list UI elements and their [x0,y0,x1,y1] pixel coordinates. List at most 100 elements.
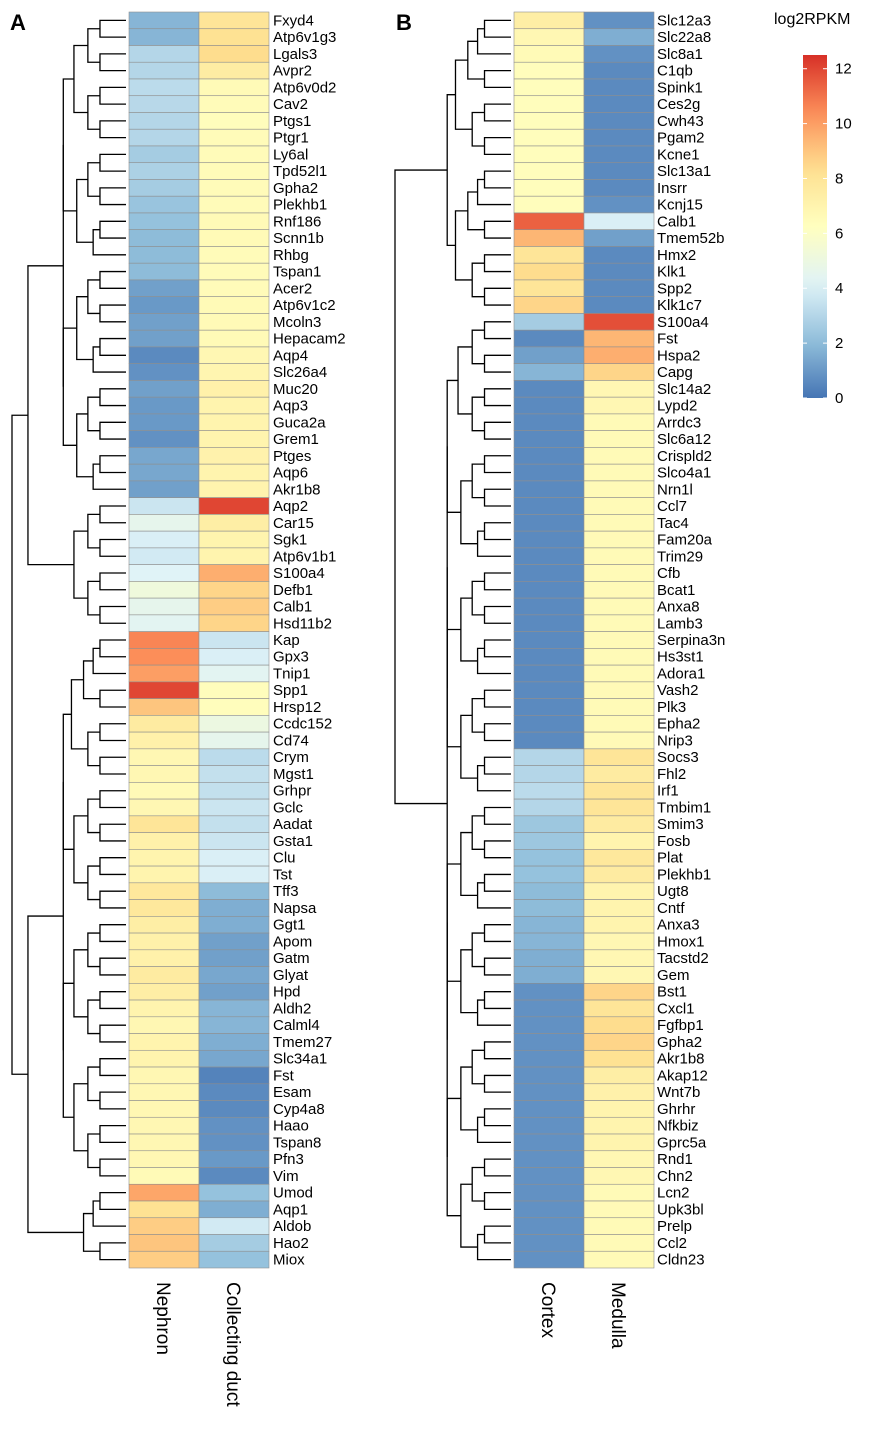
dendrogram-branch [483,572,511,591]
dendrogram-branch [471,1166,485,1202]
heatmap-cell [128,112,200,130]
heatmap-cell [583,28,655,46]
heatmap-cell [128,832,200,850]
heatmap-cell [198,1217,270,1235]
heatmap-cell [513,664,585,683]
dendrogram-branch [471,396,485,432]
heatmap-cell [198,430,270,448]
heatmap-cell [198,463,270,482]
heatmap-cell [128,1066,200,1085]
dendrogram-branch [99,337,126,356]
dendrogram-branch [87,731,100,767]
gene-label: Clu [273,850,296,867]
gene-label: Klk1 [657,264,686,281]
heatmap-cell [198,28,270,46]
dendrogram-branch [99,857,126,876]
heatmap-cell [128,798,200,817]
heatmap-cell [128,849,200,867]
gene-label: Calb1 [273,599,312,616]
dendrogram-branch [99,304,126,323]
heatmap-cell [128,983,200,1001]
heatmap-cell [128,865,200,884]
heatmap-cell [583,765,655,783]
dendrogram-branch [467,40,485,80]
heatmap-cell [128,681,200,699]
heatmap-cell [128,1250,200,1269]
dendrogram-branch [446,863,461,982]
heatmap-cell [128,916,200,934]
dendrogram-branch [99,1024,126,1043]
gene-label: Atp6v1g3 [273,29,336,46]
heatmap-cell [198,983,270,1001]
gene-label: Cd74 [273,732,309,749]
heatmap-cell [583,1066,655,1085]
gene-label: Kcne1 [657,146,700,163]
dendrogram-branch [476,1233,511,1261]
gene-label: Nrip3 [657,732,693,749]
gene-label: Esam [273,1084,311,1101]
gene-label: Ptges [273,448,311,465]
dendrogram-branch [99,823,126,842]
column-label: Collecting duct [222,1282,243,1407]
dendrogram-branch [476,530,511,557]
legend-gradient [803,55,827,398]
heatmap-cell [583,480,655,498]
heatmap-cell [128,179,200,197]
gene-label: Tspan8 [273,1134,321,1151]
panel-a-letter: A [10,10,26,35]
dendrogram-branch [87,999,100,1035]
dendrogram-branch [87,580,100,616]
gene-label: Kap [273,632,300,649]
heatmap-cell [198,966,270,984]
gene-label: Slc12a3 [657,12,711,29]
dendrogram-branch [99,388,126,407]
heatmap-cell [128,597,200,616]
gene-label: Atp6v1c2 [273,297,336,314]
gene-label: Pfn3 [273,1151,304,1168]
heatmap-cell [128,1234,200,1252]
dendrogram-branch [446,1097,461,1217]
dendrogram-branch [99,790,126,809]
heatmap-cell [513,313,585,331]
dendrogram-branch [73,815,88,884]
gene-label: Klk1c7 [657,297,702,314]
dendrogram-branch [483,522,511,541]
gene-label: Gem [657,967,690,984]
heatmap-cell [128,514,200,532]
heatmap-cell [583,430,655,448]
dendrogram-branch [483,421,511,440]
heatmap-cell [583,581,655,599]
legend-tick-label: 12 [835,61,852,78]
heatmap-cell [513,346,585,364]
heatmap-cell [198,648,270,666]
heatmap-cell [513,1183,585,1202]
gene-label: Fgfbp1 [657,1017,704,1034]
heatmap-cell [513,396,585,415]
heatmap-cell [198,815,270,833]
heatmap-cell [198,1250,270,1269]
gene-label: Hmox1 [657,933,705,950]
dendrogram-branch [471,932,485,968]
heatmap-cell [198,631,270,649]
dendrogram-branch [87,1133,100,1169]
heatmap-cell [198,179,270,197]
heatmap-cell [128,262,200,281]
heatmap-cell [198,1049,270,1068]
heatmap-cell [198,731,270,750]
panel-a-gene-labels: Fxyd4Atp6v1g3Lgals3Avpr2Atp6v0d2Cav2Ptgs… [273,12,346,1268]
heatmap-cell [128,95,200,113]
heatmap-cell [198,11,270,30]
dendrogram-branch [483,254,511,273]
heatmap-cell [198,547,270,565]
gene-label: Mcoln3 [273,314,321,331]
heatmap-cell [583,61,655,80]
gene-label: Ugt8 [657,883,689,900]
heatmap-cell [128,329,200,348]
gene-label: Haao [273,1118,309,1135]
dendrogram-branch [483,1225,511,1244]
dendrogram-branch [476,647,511,675]
gene-label: Calml4 [273,1017,320,1034]
dendrogram-branch [471,697,485,733]
gene-label: Hpd [273,984,301,1001]
heatmap-cell [583,1133,655,1152]
